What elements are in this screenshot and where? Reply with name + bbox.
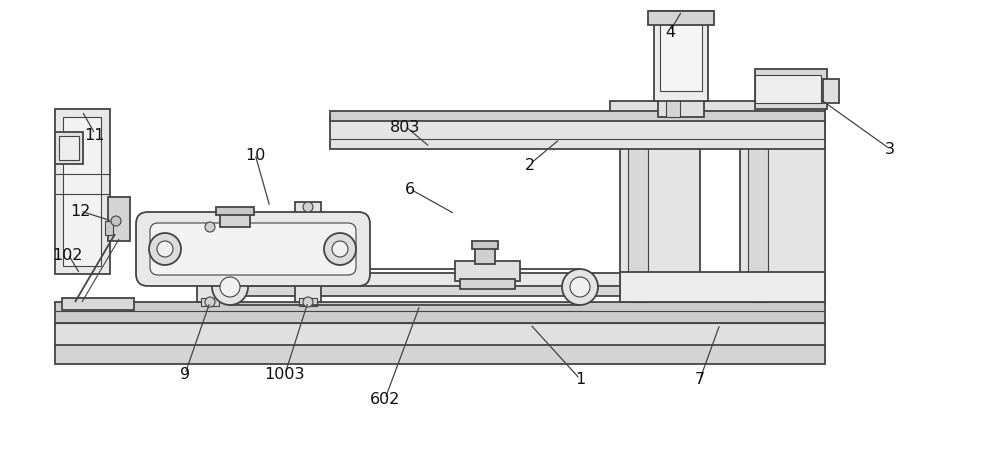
Bar bbox=[201, 298, 219, 306]
Circle shape bbox=[570, 277, 590, 297]
Bar bbox=[330, 112, 825, 122]
Bar bbox=[55, 133, 83, 165]
Bar bbox=[55, 323, 825, 346]
Text: 803: 803 bbox=[390, 119, 420, 134]
Bar bbox=[108, 197, 130, 241]
Bar bbox=[55, 110, 110, 274]
Bar bbox=[654, 17, 708, 102]
Circle shape bbox=[212, 269, 248, 305]
Text: 10: 10 bbox=[245, 147, 265, 162]
Bar bbox=[475, 246, 495, 264]
Bar bbox=[62, 298, 134, 310]
Bar bbox=[823, 80, 839, 104]
Bar bbox=[220, 213, 250, 228]
Bar bbox=[620, 118, 700, 302]
Bar bbox=[648, 12, 714, 26]
Bar bbox=[755, 70, 827, 110]
Bar bbox=[610, 102, 825, 120]
Text: 1: 1 bbox=[575, 372, 585, 386]
Bar bbox=[299, 298, 317, 306]
Circle shape bbox=[220, 277, 240, 297]
Bar bbox=[216, 207, 254, 216]
Bar bbox=[197, 223, 223, 302]
Bar bbox=[748, 118, 768, 302]
Bar bbox=[230, 286, 620, 297]
Text: 12: 12 bbox=[70, 204, 90, 219]
Bar bbox=[295, 202, 321, 302]
Text: 1003: 1003 bbox=[265, 367, 305, 382]
Text: 11: 11 bbox=[85, 127, 105, 142]
Bar bbox=[105, 222, 113, 235]
Bar bbox=[658, 18, 704, 118]
Circle shape bbox=[205, 223, 215, 233]
Bar bbox=[666, 18, 680, 118]
Bar bbox=[330, 118, 825, 150]
FancyBboxPatch shape bbox=[136, 213, 370, 286]
Circle shape bbox=[562, 269, 598, 305]
Circle shape bbox=[303, 297, 313, 308]
Circle shape bbox=[303, 202, 313, 213]
Bar bbox=[63, 118, 101, 266]
Bar bbox=[197, 263, 321, 276]
Bar bbox=[660, 24, 702, 92]
Text: 3: 3 bbox=[885, 142, 895, 157]
Text: 102: 102 bbox=[53, 247, 83, 262]
Circle shape bbox=[332, 241, 348, 257]
Text: 2: 2 bbox=[525, 157, 535, 172]
Text: 7: 7 bbox=[695, 372, 705, 386]
Bar bbox=[55, 302, 825, 325]
Bar bbox=[472, 241, 498, 249]
Bar bbox=[620, 272, 825, 302]
Bar bbox=[460, 280, 515, 289]
Bar bbox=[455, 262, 520, 281]
Circle shape bbox=[111, 217, 121, 226]
Circle shape bbox=[149, 234, 181, 265]
Bar bbox=[59, 137, 79, 161]
Bar bbox=[755, 76, 821, 104]
Text: 9: 9 bbox=[180, 367, 190, 382]
Bar bbox=[197, 253, 321, 263]
Bar bbox=[230, 274, 620, 287]
Bar bbox=[740, 118, 825, 302]
Bar bbox=[55, 345, 825, 364]
Text: 602: 602 bbox=[370, 392, 400, 407]
Bar bbox=[650, 12, 712, 22]
Circle shape bbox=[205, 297, 215, 308]
Text: 6: 6 bbox=[405, 182, 415, 197]
Bar bbox=[628, 118, 648, 302]
Text: 4: 4 bbox=[665, 24, 675, 39]
Circle shape bbox=[157, 241, 173, 257]
FancyBboxPatch shape bbox=[150, 224, 356, 275]
Circle shape bbox=[324, 234, 356, 265]
